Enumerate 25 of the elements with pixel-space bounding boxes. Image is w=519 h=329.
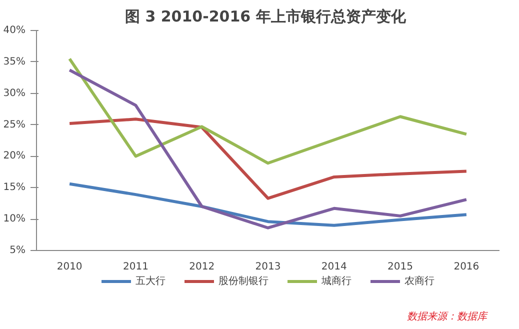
- y-tick-label: 35%: [3, 56, 26, 68]
- legend-label: 农商行: [404, 274, 434, 288]
- chart-title: 图 3 2010-2016 年上市银行总资产变化: [124, 8, 407, 26]
- line-series: [68, 57, 468, 165]
- legend-label: 城商行: [322, 274, 352, 288]
- x-tick-label: 2013: [255, 262, 281, 272]
- y-tick-label: 10%: [3, 214, 26, 225]
- y-tick-label: 20%: [3, 150, 26, 162]
- y-tick-label: 15%: [3, 182, 26, 194]
- legend-label: 股份制银行: [218, 274, 268, 288]
- legend-label: 五大行: [136, 274, 166, 288]
- line-series: [68, 118, 468, 200]
- line-series: [68, 68, 468, 230]
- x-tick-label: 2010: [56, 262, 82, 272]
- y-tick-label: 30%: [3, 88, 26, 99]
- x-tick-label: 2015: [388, 262, 414, 272]
- x-tick-label: 2014: [321, 262, 347, 272]
- y-tick-label: 40%: [3, 25, 26, 36]
- x-tick-label: 2012: [189, 262, 215, 272]
- source-note: 数据来源：数据库: [407, 310, 490, 322]
- y-tick-label: 25%: [3, 119, 26, 130]
- x-tick-label: 2011: [122, 262, 148, 272]
- line-series: [68, 182, 468, 227]
- x-tick-label: 2016: [454, 262, 480, 272]
- y-tick-label: 5%: [10, 245, 26, 256]
